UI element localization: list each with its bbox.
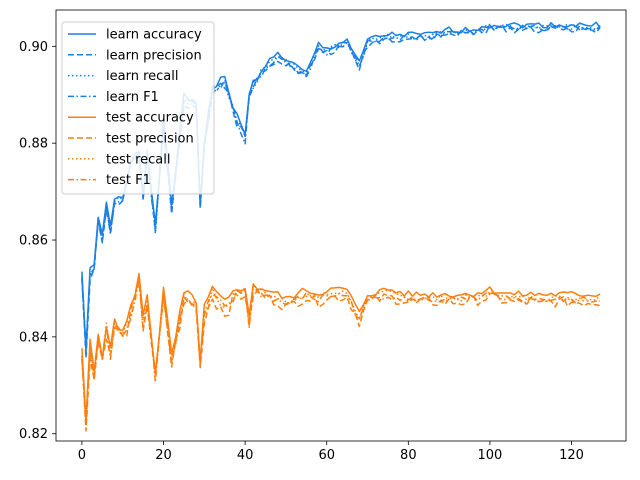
legend-label: test precision (106, 132, 194, 147)
y-tick-label: 0.88 (19, 137, 48, 152)
legend-label: learn accuracy (106, 28, 202, 43)
axes-frame (55, 9, 627, 442)
legend-box (61, 21, 215, 195)
series-line-test-precision (81, 274, 601, 432)
x-tick-label: 20 (155, 448, 172, 463)
x-tick-label: 120 (559, 448, 584, 463)
legend-label: test F1 (106, 173, 151, 188)
legend-label: test recall (106, 152, 171, 167)
x-tick-label: 40 (237, 448, 254, 463)
x-tick-label: 80 (400, 448, 417, 463)
series-line-test-f1 (81, 279, 601, 423)
legend: learn accuracy learn precision learn recal… (61, 21, 215, 195)
y-tick-label: 0.84 (19, 330, 48, 345)
y-tick-label: 0.90 (19, 40, 48, 55)
legend-label: test accuracy (106, 111, 194, 126)
x-tick-label: 100 (478, 448, 503, 463)
axes-layer: 0 20 40 60 80 100 120 0.82 0.84 0.86 0.88 0.90 (19, 9, 627, 463)
legend-label: learn precision (106, 48, 202, 63)
y-tick-label: 0.82 (19, 427, 48, 442)
legend-label: learn recall (106, 69, 178, 84)
x-tick-label: 0 (78, 448, 86, 463)
x-tick-label: 60 (318, 448, 335, 463)
y-tick-label: 0.86 (19, 234, 48, 249)
legend-label: learn F1 (106, 90, 159, 105)
